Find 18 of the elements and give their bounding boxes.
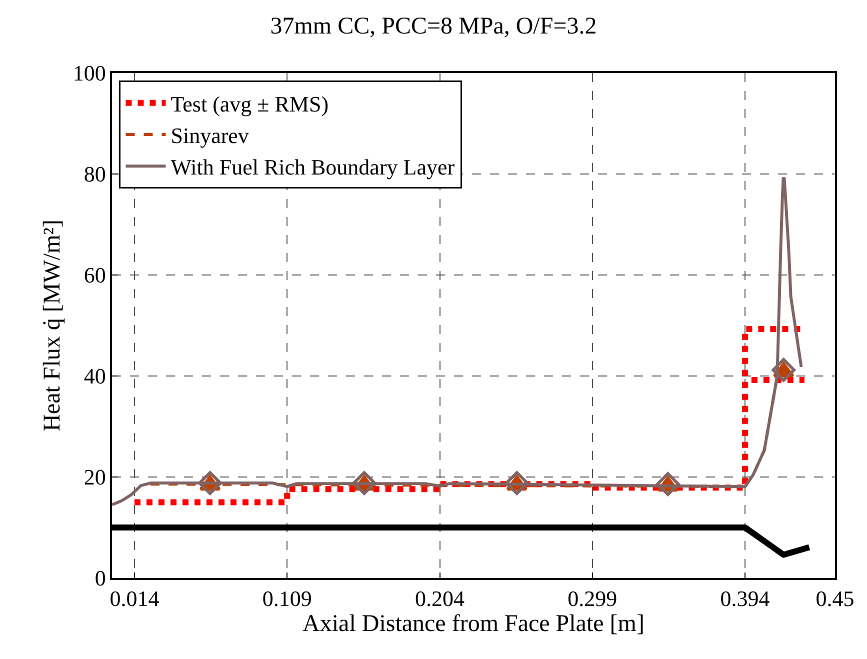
x-tick-label: 0.014 — [110, 586, 160, 612]
y-tick-label: 20 — [84, 464, 106, 490]
legend-label: With Fuel Rich Boundary Layer — [170, 154, 456, 180]
y-axis-title: Heat Flux q̇ [MW/m²] — [39, 220, 66, 432]
chart-title: 37mm CC, PCC=8 MPa, O/F=3.2 — [270, 13, 597, 40]
x-tick-label: 0.109 — [262, 586, 312, 612]
x-tick-label: 0.204 — [415, 586, 465, 612]
legend-label: Sinyarev — [170, 123, 249, 148]
x-tick-label: 0.299 — [568, 586, 618, 612]
x-tick-label: 0.394 — [720, 586, 770, 612]
y-tick-label: 80 — [84, 162, 106, 187]
x-tick-label: 0.45 — [816, 586, 854, 612]
y-tick-label: 40 — [84, 364, 106, 389]
x-axis-title: Axial Distance from Face Plate [m] — [302, 611, 644, 638]
legend-label: Test (avg ± RMS) — [170, 91, 329, 116]
y-tick-label: 100 — [72, 60, 106, 86]
y-tick-label: 0 — [94, 566, 106, 591]
y-tick-label: 60 — [84, 262, 106, 288]
